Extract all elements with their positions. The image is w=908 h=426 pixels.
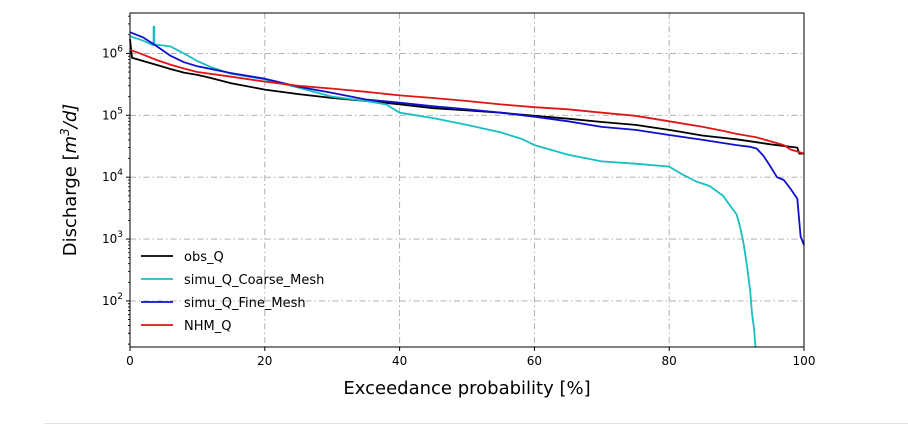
y-axis-label-sup: 3 <box>58 128 72 136</box>
y-tick-label: 106 <box>102 44 123 60</box>
x-axis-label: Exceedance probability [%] <box>343 378 590 399</box>
series-lines <box>129 25 805 348</box>
legend-label: simu_Q_Coarse_Mesh <box>184 273 324 288</box>
bottom-divider <box>44 423 908 424</box>
y-axis-label-math: m <box>60 136 81 154</box>
x-tick-label: 20 <box>257 354 272 368</box>
series-line-nhm-q <box>129 48 805 155</box>
y-axis-label-suffix: /d] <box>60 104 81 131</box>
y-tick-label: 105 <box>102 106 123 122</box>
x-tick-label: 100 <box>793 354 816 368</box>
legend-label: NHM_Q <box>184 319 231 334</box>
x-tick-label: 0 <box>126 354 134 368</box>
y-axis-label-prefix: Discharge [ <box>60 153 81 256</box>
y-axis-label: Discharge [m3/d] <box>58 104 81 257</box>
x-tick-label: 80 <box>662 354 677 368</box>
y-tick-label: 102 <box>102 292 123 308</box>
y-tick-label: 104 <box>102 168 123 184</box>
grid-lines <box>130 13 804 347</box>
y-tick-label: 103 <box>102 230 123 246</box>
x-axis-ticks: 0 20 40 60 80 100 <box>126 347 815 368</box>
legend-label: obs_Q <box>184 250 224 265</box>
y-axis-minor-ticks <box>128 15 130 345</box>
series-line-simu-q-fine-mesh <box>129 31 805 246</box>
series-line-simu-q-coarse-mesh <box>129 25 757 348</box>
series-line-obs-q <box>129 39 804 155</box>
legend-label: simu_Q_Fine_Mesh <box>184 296 306 311</box>
y-axis-ticks: 102 103 104 105 106 <box>102 44 130 308</box>
legend: obs_Q simu_Q_Coarse_Mesh simu_Q_Fine_Mesh N… <box>141 250 324 334</box>
x-tick-label: 60 <box>527 354 542 368</box>
x-tick-label: 40 <box>392 354 407 368</box>
